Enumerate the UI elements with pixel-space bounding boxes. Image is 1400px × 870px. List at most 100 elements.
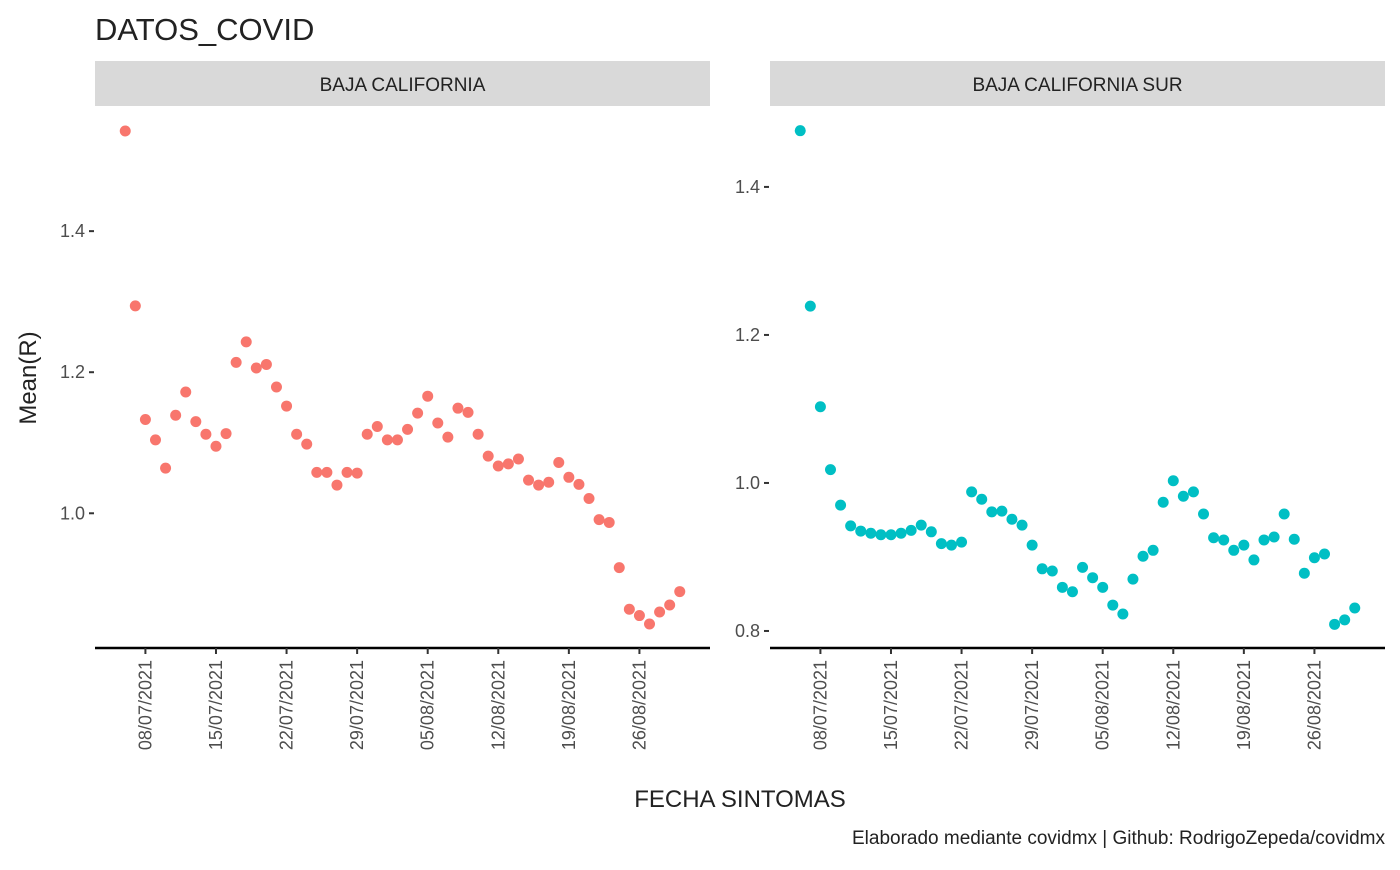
point xyxy=(291,428,303,440)
point xyxy=(553,456,565,468)
point xyxy=(915,519,927,531)
point xyxy=(905,524,917,536)
point xyxy=(1339,614,1351,626)
point xyxy=(1056,581,1068,593)
y-tick-label: 1.4 xyxy=(60,221,85,241)
point xyxy=(814,401,826,413)
point xyxy=(573,478,585,490)
point xyxy=(512,453,524,465)
y-tick-label: 0.8 xyxy=(735,621,760,641)
point xyxy=(492,460,504,472)
point xyxy=(1117,608,1129,620)
point xyxy=(190,416,202,428)
point xyxy=(1097,581,1109,593)
point xyxy=(210,440,222,452)
point xyxy=(824,464,836,476)
point xyxy=(603,516,615,528)
point xyxy=(502,458,514,470)
point xyxy=(845,520,857,532)
point xyxy=(1087,572,1099,584)
x-axis-label: FECHA SINTOMAS xyxy=(634,786,846,813)
y-tick-label: 1.0 xyxy=(60,503,85,523)
x-tick-label: 12/08/2021 xyxy=(488,660,508,750)
point xyxy=(412,407,424,419)
x-tick-label: 12/08/2021 xyxy=(1163,660,1183,750)
point xyxy=(250,362,262,374)
point xyxy=(1157,496,1169,508)
x-tick-label: 26/08/2021 xyxy=(629,660,649,750)
point xyxy=(613,562,625,574)
point xyxy=(644,618,656,630)
point xyxy=(1228,544,1240,556)
point xyxy=(1026,539,1038,551)
point xyxy=(1046,565,1058,577)
point xyxy=(472,428,484,440)
point xyxy=(1218,534,1230,546)
point xyxy=(381,434,393,446)
point xyxy=(1268,531,1280,543)
chart-title: DATOS_COVID xyxy=(95,12,314,47)
point xyxy=(160,462,172,474)
point xyxy=(925,526,937,538)
x-tick-label: 29/07/2021 xyxy=(347,660,367,750)
point xyxy=(1248,554,1260,566)
point xyxy=(180,386,192,398)
point xyxy=(482,450,494,462)
point xyxy=(976,493,988,505)
point xyxy=(1066,586,1078,598)
y-tick-label: 1.0 xyxy=(735,473,760,493)
point xyxy=(1167,475,1179,487)
point xyxy=(1187,486,1199,498)
point xyxy=(895,527,907,539)
point xyxy=(1258,534,1270,546)
point xyxy=(391,434,403,446)
x-tick-label: 15/07/2021 xyxy=(206,660,226,750)
point xyxy=(432,417,444,429)
point xyxy=(1137,550,1149,562)
point xyxy=(311,466,323,478)
point xyxy=(935,538,947,550)
x-tick-label: 29/07/2021 xyxy=(1022,660,1042,750)
point xyxy=(402,423,414,435)
point xyxy=(533,479,545,491)
x-tick-label: 08/07/2021 xyxy=(135,660,155,750)
point xyxy=(1177,490,1189,502)
point xyxy=(341,466,353,478)
point xyxy=(664,599,676,611)
point xyxy=(674,586,686,598)
point xyxy=(543,476,555,488)
x-tick-label: 05/08/2021 xyxy=(1093,660,1113,750)
point xyxy=(200,428,212,440)
point xyxy=(1288,533,1300,545)
point xyxy=(1127,573,1139,585)
strip xyxy=(95,61,710,106)
point xyxy=(1329,618,1341,630)
point xyxy=(996,505,1008,517)
x-tick-label: 26/08/2021 xyxy=(1304,660,1324,750)
point xyxy=(442,431,454,443)
x-tick-label: 05/08/2021 xyxy=(418,660,438,750)
x-tick-label: 15/07/2021 xyxy=(881,660,901,750)
point xyxy=(170,409,182,421)
point xyxy=(1349,602,1361,614)
point xyxy=(1077,561,1089,573)
point xyxy=(956,536,968,548)
point xyxy=(835,499,847,511)
point xyxy=(230,356,242,368)
point xyxy=(371,421,383,433)
point xyxy=(321,466,333,478)
point xyxy=(523,474,535,486)
x-tick-label: 22/07/2021 xyxy=(277,660,297,750)
y-tick-label: 1.2 xyxy=(735,325,760,345)
point xyxy=(331,479,343,491)
panel-title: BAJA CALIFORNIA xyxy=(320,75,486,96)
point xyxy=(633,610,645,622)
x-tick-label: 19/08/2021 xyxy=(1234,660,1254,750)
point xyxy=(875,529,887,541)
point xyxy=(1308,552,1320,564)
point xyxy=(865,527,877,539)
point xyxy=(1208,532,1220,544)
y-tick-label: 1.2 xyxy=(60,362,85,382)
point xyxy=(361,428,373,440)
